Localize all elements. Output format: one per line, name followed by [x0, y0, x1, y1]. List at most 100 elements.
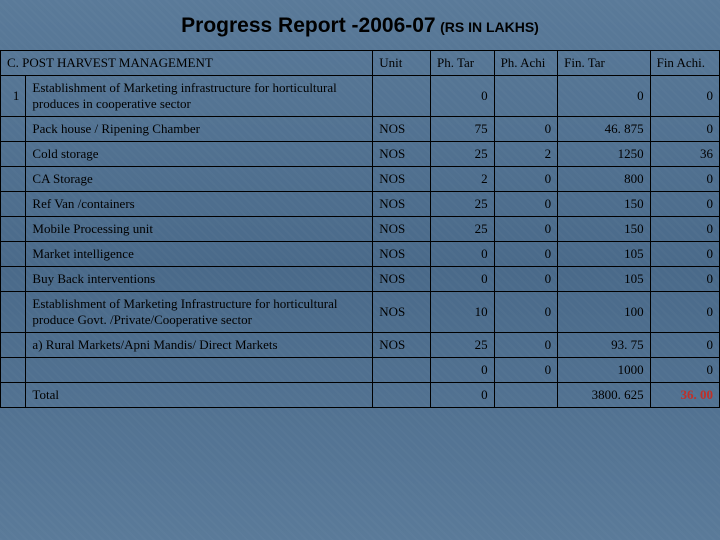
cell-desc: Establishment of Marketing infrastructur…	[26, 76, 373, 117]
table-row: a) Rural Markets/Apni Mandis/ Direct Mar…	[1, 333, 720, 358]
cell-ph-achi: 0	[494, 192, 558, 217]
cell-ph-achi	[494, 76, 558, 117]
cell-fin-achi: 0	[650, 192, 719, 217]
cell-ph-tar: 0	[431, 358, 495, 383]
cell-fin-tar: 46. 875	[558, 117, 650, 142]
cell-ph-tar: 2	[431, 167, 495, 192]
title-sub: (RS IN LAKHS)	[440, 19, 539, 35]
cell-unit: NOS	[373, 217, 431, 242]
cell-unit: NOS	[373, 192, 431, 217]
cell-ph-achi: 2	[494, 142, 558, 167]
cell-ph-tar: 25	[431, 333, 495, 358]
cell-fin-achi: 0	[650, 117, 719, 142]
cell-unit: NOS	[373, 333, 431, 358]
cell-ph-tar: 25	[431, 217, 495, 242]
cell-unit: NOS	[373, 117, 431, 142]
cell-idx: 1	[1, 76, 26, 117]
cell-ph-tar: 0	[431, 383, 495, 408]
cell-fin-achi: 0	[650, 267, 719, 292]
cell-idx	[1, 217, 26, 242]
cell-ph-achi	[494, 383, 558, 408]
cell-unit: NOS	[373, 167, 431, 192]
cell-ph-tar: 0	[431, 76, 495, 117]
cell-fin-tar: 800	[558, 167, 650, 192]
cell-idx	[1, 142, 26, 167]
cell-fin-tar: 1000	[558, 358, 650, 383]
cell-desc: a) Rural Markets/Apni Mandis/ Direct Mar…	[26, 333, 373, 358]
cell-fin-achi: 0	[650, 76, 719, 117]
cell-fin-tar: 150	[558, 217, 650, 242]
table-row: 0010000	[1, 358, 720, 383]
cell-unit	[373, 358, 431, 383]
col-ph-achi: Ph. Achi	[494, 51, 558, 76]
cell-fin-tar: 100	[558, 292, 650, 333]
cell-fin-achi: 0	[650, 333, 719, 358]
progress-table: C. POST HARVEST MANAGEMENT Unit Ph. Tar …	[0, 50, 720, 408]
col-fin-achi: Fin Achi.	[650, 51, 719, 76]
cell-desc: Ref Van /containers	[26, 192, 373, 217]
title-main: Progress Report -2006-07	[181, 14, 435, 37]
cell-fin-tar: 1250	[558, 142, 650, 167]
page-title: Progress Report -2006-07 (RS IN LAKHS)	[0, 0, 720, 50]
header-row: C. POST HARVEST MANAGEMENT Unit Ph. Tar …	[1, 51, 720, 76]
col-ph-tar: Ph. Tar	[431, 51, 495, 76]
table-row: Ref Van /containersNOS2501500	[1, 192, 720, 217]
cell-idx	[1, 167, 26, 192]
cell-desc: Pack house / Ripening Chamber	[26, 117, 373, 142]
cell-ph-tar: 0	[431, 267, 495, 292]
cell-fin-achi: 0	[650, 242, 719, 267]
table-row: CA StorageNOS208000	[1, 167, 720, 192]
cell-fin-achi: 36	[650, 142, 719, 167]
cell-ph-tar: 10	[431, 292, 495, 333]
cell-fin-achi: 0	[650, 167, 719, 192]
cell-ph-achi: 0	[494, 167, 558, 192]
cell-unit: NOS	[373, 267, 431, 292]
cell-fin-achi: 0	[650, 217, 719, 242]
cell-unit: NOS	[373, 242, 431, 267]
cell-desc: Buy Back interventions	[26, 267, 373, 292]
cell-ph-tar: 0	[431, 242, 495, 267]
cell-desc: Cold storage	[26, 142, 373, 167]
cell-idx	[1, 267, 26, 292]
cell-unit: NOS	[373, 292, 431, 333]
table-row: 1 Establishment of Marketing infrastruct…	[1, 76, 720, 117]
cell-desc: Market intelligence	[26, 242, 373, 267]
col-fin-tar: Fin. Tar	[558, 51, 650, 76]
cell-total-label: Total	[26, 383, 373, 408]
col-unit: Unit	[373, 51, 431, 76]
cell-unit	[373, 76, 431, 117]
cell-idx	[1, 333, 26, 358]
cell-fin-tar: 105	[558, 242, 650, 267]
cell-ph-tar: 25	[431, 192, 495, 217]
cell-fin-tar: 0	[558, 76, 650, 117]
cell-fin-tar: 150	[558, 192, 650, 217]
cell-fin-achi: 0	[650, 292, 719, 333]
table-row: Cold storageNOS252125036	[1, 142, 720, 167]
table-row: Market intelligenceNOS001050	[1, 242, 720, 267]
cell-fin-achi: 0	[650, 358, 719, 383]
cell-ph-achi: 0	[494, 358, 558, 383]
cell-fin-tar: 105	[558, 267, 650, 292]
cell-idx	[1, 242, 26, 267]
cell-desc	[26, 358, 373, 383]
cell-ph-achi: 0	[494, 292, 558, 333]
total-row: Total 0 3800. 62536. 00	[1, 383, 720, 408]
cell-desc: Establishment of Marketing Infrastructur…	[26, 292, 373, 333]
cell-ph-tar: 75	[431, 117, 495, 142]
cell-fin-achi: 36. 00	[650, 383, 719, 408]
cell-unit: NOS	[373, 142, 431, 167]
cell-desc: CA Storage	[26, 167, 373, 192]
table-row: Establishment of Marketing Infrastructur…	[1, 292, 720, 333]
cell-desc: Mobile Processing unit	[26, 217, 373, 242]
cell-ph-achi: 0	[494, 242, 558, 267]
table-row: Pack house / Ripening ChamberNOS75 046. 8…	[1, 117, 720, 142]
cell-fin-tar: 3800. 625	[558, 383, 650, 408]
table-row: Buy Back interventionsNOS001050	[1, 267, 720, 292]
cell-idx	[1, 292, 26, 333]
cell-ph-achi: 0	[494, 333, 558, 358]
cell-fin-tar: 93. 75	[558, 333, 650, 358]
cell-unit	[373, 383, 431, 408]
cell-ph-achi: 0	[494, 267, 558, 292]
section-header: C. POST HARVEST MANAGEMENT	[1, 51, 373, 76]
cell-idx	[1, 358, 26, 383]
